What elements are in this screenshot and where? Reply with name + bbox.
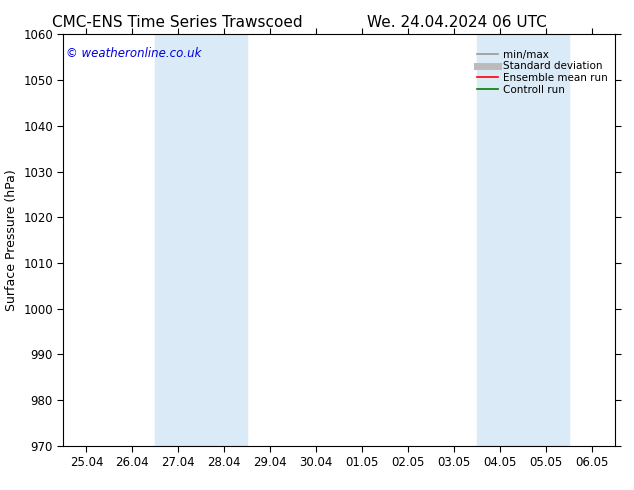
Legend: min/max, Standard deviation, Ensemble mean run, Controll run: min/max, Standard deviation, Ensemble me… — [475, 48, 610, 97]
Bar — [155, 34, 247, 446]
Y-axis label: Surface Pressure (hPa): Surface Pressure (hPa) — [4, 169, 18, 311]
Bar — [477, 34, 569, 446]
Text: CMC-ENS Time Series Trawscoed: CMC-ENS Time Series Trawscoed — [52, 15, 303, 30]
Text: © weatheronline.co.uk: © weatheronline.co.uk — [66, 47, 202, 60]
Text: We. 24.04.2024 06 UTC: We. 24.04.2024 06 UTC — [366, 15, 547, 30]
